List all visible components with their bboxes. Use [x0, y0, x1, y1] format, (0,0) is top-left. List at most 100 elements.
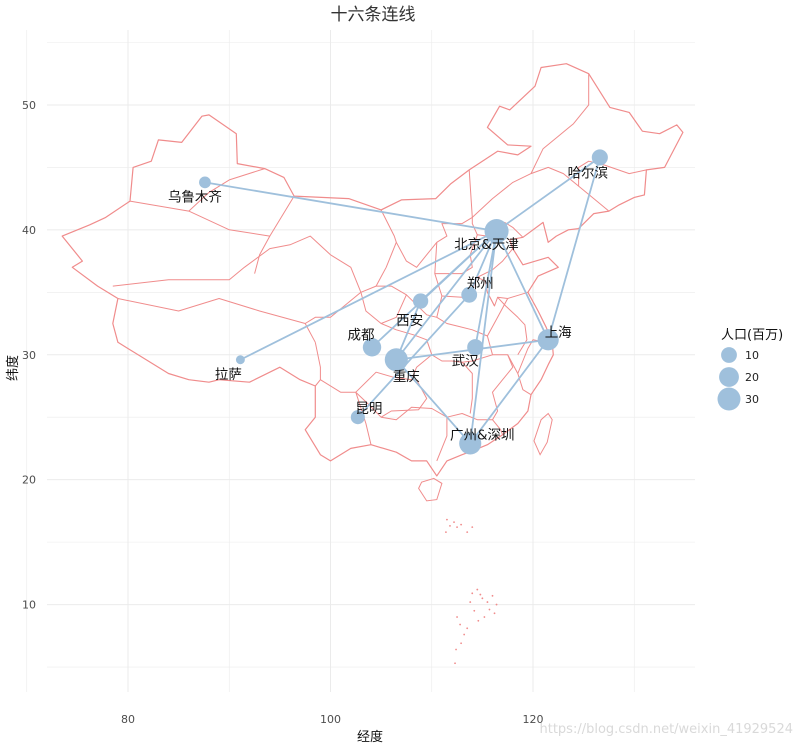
connection-line	[204, 181, 498, 232]
city-label: 哈尔滨	[568, 165, 609, 181]
connection-line	[239, 230, 498, 361]
city-label: 郑州	[467, 276, 494, 292]
island-speck	[493, 612, 496, 615]
city-point	[350, 410, 365, 425]
watermark: https://blog.csdn.net/weixin_41929524	[539, 722, 793, 737]
island-speck	[469, 601, 472, 603]
connection-line	[495, 156, 601, 232]
chart-title: 十六条连线	[331, 5, 416, 25]
island-speck	[488, 608, 491, 611]
connections	[204, 156, 601, 445]
city-label: 广州&深圳	[450, 427, 515, 443]
island-speck	[466, 627, 469, 630]
province-boundary	[436, 316, 493, 363]
island-speck	[460, 642, 463, 645]
city-label: 上海	[545, 325, 572, 341]
legend-key	[721, 347, 737, 363]
connection-line	[495, 230, 550, 341]
province-boundary	[446, 413, 504, 435]
legend-title: 人口(百万)	[721, 328, 783, 343]
island-speck	[479, 593, 482, 596]
province-boundary	[507, 354, 532, 396]
city-label: 拉萨	[215, 367, 242, 383]
hainan-island	[418, 477, 443, 502]
island-speck	[477, 619, 480, 622]
city-point	[537, 329, 559, 351]
city-point	[235, 355, 245, 365]
island-speck	[491, 594, 494, 597]
province-boundary	[304, 254, 362, 324]
legend-label: 20	[745, 371, 759, 384]
city-point	[412, 293, 429, 309]
island-speck	[471, 592, 474, 595]
legend: 人口(百万) 10 20 30	[717, 328, 783, 411]
island-speck	[483, 616, 486, 618]
city-label: 北京&天津	[454, 237, 519, 253]
x-axis-title: 经度	[357, 729, 383, 745]
connection-line	[547, 156, 601, 341]
connection-line	[469, 230, 498, 445]
province-boundary	[395, 169, 473, 268]
y-tick-label: 20	[22, 474, 36, 487]
province-boundary	[381, 406, 448, 462]
legend-key	[719, 367, 739, 387]
island-speck	[463, 633, 466, 636]
island-speck	[476, 588, 479, 591]
city-point	[467, 339, 484, 356]
connection-line	[469, 338, 550, 445]
province-boundary	[129, 195, 295, 237]
province-boundary	[507, 291, 529, 299]
island-speck	[445, 531, 447, 534]
province-boundary	[355, 323, 433, 393]
city-label: 武汉	[452, 353, 479, 369]
island-speck	[456, 526, 458, 529]
island-speck	[454, 662, 456, 665]
y-tick-label: 30	[22, 349, 36, 362]
province-boundary	[254, 235, 271, 274]
province-boundary	[188, 168, 265, 212]
x-tick-label: 100	[320, 713, 341, 726]
island-speck	[486, 601, 489, 603]
province-boundary	[530, 73, 590, 174]
city-label: 乌鲁木齐	[168, 189, 222, 205]
province-boundary	[375, 209, 397, 287]
city-points	[199, 149, 608, 455]
x-tick-label: 120	[523, 713, 544, 726]
south-sea-islands	[445, 518, 498, 665]
province-boundary	[360, 285, 407, 324]
city-point	[484, 219, 509, 244]
grid	[26, 30, 695, 692]
legend-label: 10	[745, 349, 759, 362]
island-speck	[449, 524, 451, 527]
connection-line	[474, 230, 498, 349]
y-tick-label: 50	[22, 99, 36, 112]
island-speck	[456, 616, 458, 618]
island-speck	[460, 523, 463, 526]
x-tick-label: 80	[121, 713, 135, 726]
city-point	[199, 176, 211, 189]
city-label: 成都	[348, 327, 375, 343]
city-point	[459, 432, 482, 455]
legend-label: 30	[745, 393, 759, 406]
country-outline	[61, 63, 684, 477]
city-point	[362, 338, 382, 357]
city-label: 重庆	[393, 369, 420, 385]
island-speck	[459, 623, 461, 626]
island-speck	[453, 521, 455, 524]
island-speck	[473, 609, 476, 612]
y-tick-label: 40	[22, 224, 36, 237]
legend-key	[717, 387, 741, 411]
connection-line	[395, 230, 498, 361]
province-boundary	[314, 342, 321, 387]
connection-line	[371, 230, 498, 349]
axis-ticks: 80 100 120 10 20 30 40 50	[22, 99, 544, 726]
y-tick-label: 10	[22, 599, 36, 612]
island-speck	[471, 526, 474, 529]
city-point	[384, 348, 408, 372]
province-boundary	[117, 298, 316, 343]
y-axis-title: 纬度	[5, 355, 21, 381]
connection-line	[395, 358, 472, 445]
connection-line	[356, 293, 471, 419]
